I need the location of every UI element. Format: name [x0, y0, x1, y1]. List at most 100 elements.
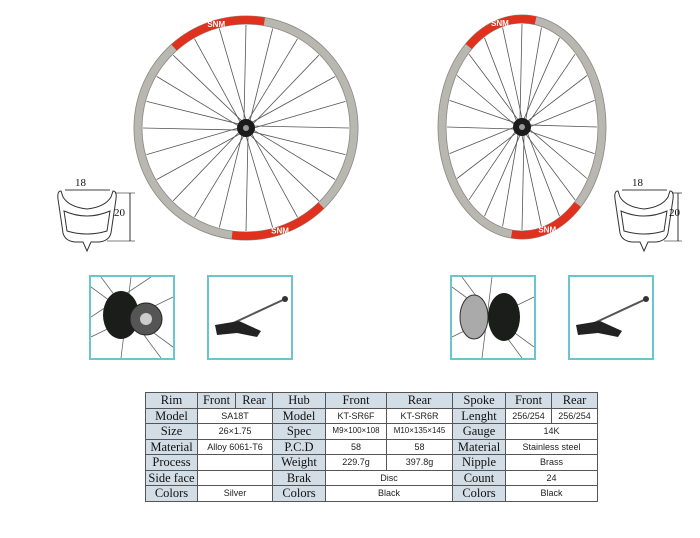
- spoke: [156, 132, 243, 180]
- spoke: [251, 54, 320, 126]
- spoke: [525, 75, 588, 123]
- front-wheel-image: SNM SNM: [133, 15, 359, 241]
- rear-hub-closeup: [450, 275, 536, 360]
- rim-header: Rim: [145, 392, 198, 409]
- rim-width-label: 18: [632, 177, 643, 189]
- spoke: [468, 53, 520, 122]
- hub-header: Hub: [272, 392, 326, 409]
- hub-front-spec: M9×100×108: [325, 423, 387, 440]
- spoke-count: 24: [505, 469, 598, 486]
- spoke: [525, 27, 542, 123]
- rim-side-face: [197, 469, 273, 486]
- row-label: Brak: [272, 469, 326, 486]
- spoke-nipple: Brass: [505, 454, 598, 471]
- row-label: Colors: [145, 485, 198, 502]
- spoke: [249, 28, 274, 124]
- hub-rear-model: KT-SR6R: [386, 407, 453, 424]
- spoke: [156, 76, 241, 128]
- row-label: Process: [145, 454, 198, 471]
- hub-rear-pcd: 58: [386, 438, 453, 455]
- table-row: Rim Front Rear Hub Front Rear Spoke Fron…: [145, 392, 598, 409]
- spoke: [218, 28, 247, 123]
- wheels-illustration: SNM SNM SNM SNM: [57, 14, 682, 253]
- hub-front-pcd: 58: [325, 438, 387, 455]
- row-label: Model: [272, 407, 326, 424]
- row-label: Weight: [272, 454, 326, 471]
- spoke: [521, 132, 525, 231]
- spoke: [524, 132, 576, 201]
- rim-color: Silver: [197, 485, 273, 502]
- table-row: Size 26×1.75 Spec M9×100×108 M10×135×145…: [145, 423, 598, 440]
- rim-decal: [511, 201, 581, 239]
- spoke: [250, 131, 298, 218]
- row-label: Side face: [145, 469, 198, 486]
- spoke: [519, 23, 523, 122]
- spoke: [249, 76, 336, 124]
- rim-decal: [231, 202, 325, 240]
- rim-height-label: 20: [669, 207, 680, 219]
- spoke: [526, 130, 560, 217]
- spoke-rear-length: 256/254: [551, 407, 598, 424]
- rim-rear-header: Rear: [235, 392, 273, 409]
- spoke: [245, 133, 274, 228]
- row-label: Gauge: [452, 423, 506, 440]
- rim-front-header: Front: [197, 392, 236, 409]
- spoke: [449, 99, 518, 124]
- spoke: [527, 124, 598, 128]
- rim-width-label: 18: [75, 177, 86, 189]
- spoke: [250, 131, 346, 156]
- rear-skewer-closeup: [568, 275, 654, 360]
- rim-size: 26×1.75: [197, 423, 273, 440]
- hub-rear-spec: M10×135×145: [386, 423, 453, 440]
- spoke: [172, 130, 241, 202]
- rim-decal: [171, 16, 266, 51]
- hub-rear-weight: 397.8g: [386, 454, 453, 471]
- front-hub-closeup: [89, 275, 175, 360]
- spoke: [456, 131, 519, 179]
- row-label: Lenght: [452, 407, 506, 424]
- rim-profile-right: [614, 189, 682, 253]
- row-label: Spec: [272, 423, 326, 440]
- hub-color: Black: [325, 485, 453, 502]
- spoke: [484, 37, 518, 124]
- hub-front-header: Front: [325, 392, 387, 409]
- hub-front-weight: 229.7g: [325, 454, 387, 471]
- rim-profile-left: [57, 189, 135, 253]
- spoke-material: Stainless steel: [505, 438, 598, 455]
- spoke-front-header: Front: [505, 392, 552, 409]
- row-label: Material: [452, 438, 506, 455]
- table-row: Material Alloy 6061-T6 P.C.D 58 58 Mater…: [145, 438, 598, 455]
- rear-wheel-image: SNM SNM: [437, 14, 607, 240]
- spoke: [502, 131, 519, 227]
- row-label: Colors: [452, 485, 506, 502]
- spoke: [527, 53, 576, 125]
- row-label: Nipple: [452, 454, 506, 471]
- table-row: Model SA18T Model KT-SR6F KT-SR6R Lenght…: [145, 407, 598, 424]
- front-skewer-closeup: [207, 275, 293, 360]
- spoke: [194, 133, 246, 218]
- spoke: [146, 127, 241, 156]
- table-row: Side face Brak Disc Count 24: [145, 469, 598, 486]
- rim-height-label: 20: [114, 207, 125, 219]
- spoke: [456, 75, 517, 127]
- spoke-front-length: 256/254: [505, 407, 552, 424]
- spoke: [248, 133, 320, 202]
- rim-material: Alloy 6061-T6: [197, 438, 273, 455]
- row-label: Count: [452, 469, 506, 486]
- row-label: P.C.D: [272, 438, 326, 455]
- spoke-rear-header: Rear: [551, 392, 598, 409]
- table-row: Process Weight 229.7g 397.8g Nipple Bras…: [145, 454, 598, 471]
- brand-logo: SNM: [207, 20, 225, 29]
- spoke: [251, 128, 336, 180]
- row-label: Model: [145, 407, 198, 424]
- spoke: [246, 38, 298, 123]
- spoke-color: Black: [505, 485, 598, 502]
- spoke: [142, 127, 241, 131]
- row-label: Material: [145, 438, 198, 455]
- rim-process: [197, 454, 273, 471]
- spoke: [251, 125, 350, 129]
- spoke: [484, 132, 522, 217]
- spoke: [446, 126, 517, 130]
- table-row: Colors Silver Colors Black Colors Black: [145, 485, 598, 502]
- spoke: [468, 129, 517, 201]
